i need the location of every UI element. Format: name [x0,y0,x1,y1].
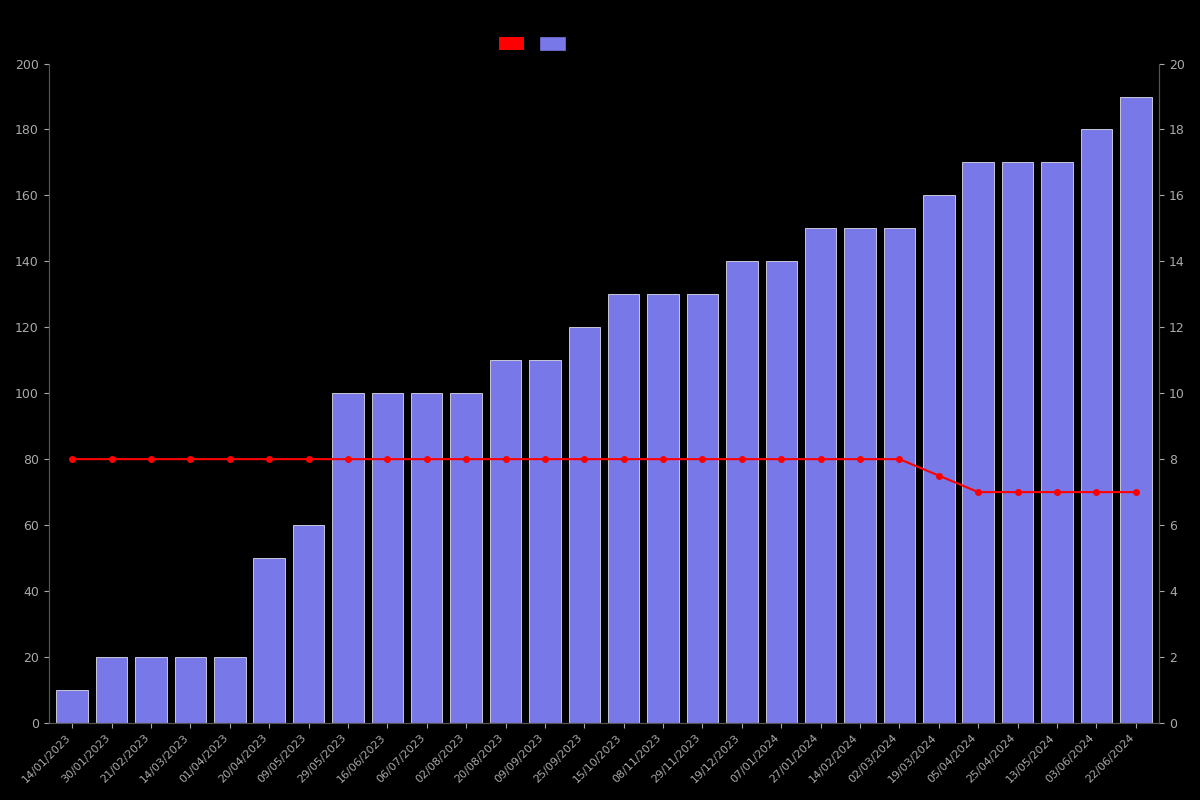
Bar [726,262,757,723]
Bar [962,162,994,723]
Bar [253,558,284,723]
Legend: , : , [499,37,576,50]
Bar [293,525,324,723]
Bar [56,690,88,723]
Bar [608,294,640,723]
Bar [923,195,954,723]
Bar [529,360,560,723]
Bar [1002,162,1033,723]
Bar [96,657,127,723]
Bar [410,394,443,723]
Bar [1042,162,1073,723]
Bar [332,394,364,723]
Bar [1081,130,1112,723]
Bar [647,294,679,723]
Bar [175,657,206,723]
Bar [569,327,600,723]
Bar [805,228,836,723]
Bar [214,657,246,723]
Bar [883,228,916,723]
Bar [372,394,403,723]
Bar [136,657,167,723]
Bar [766,262,797,723]
Bar [845,228,876,723]
Bar [1120,97,1152,723]
Bar [450,394,482,723]
Bar [490,360,521,723]
Bar [686,294,719,723]
